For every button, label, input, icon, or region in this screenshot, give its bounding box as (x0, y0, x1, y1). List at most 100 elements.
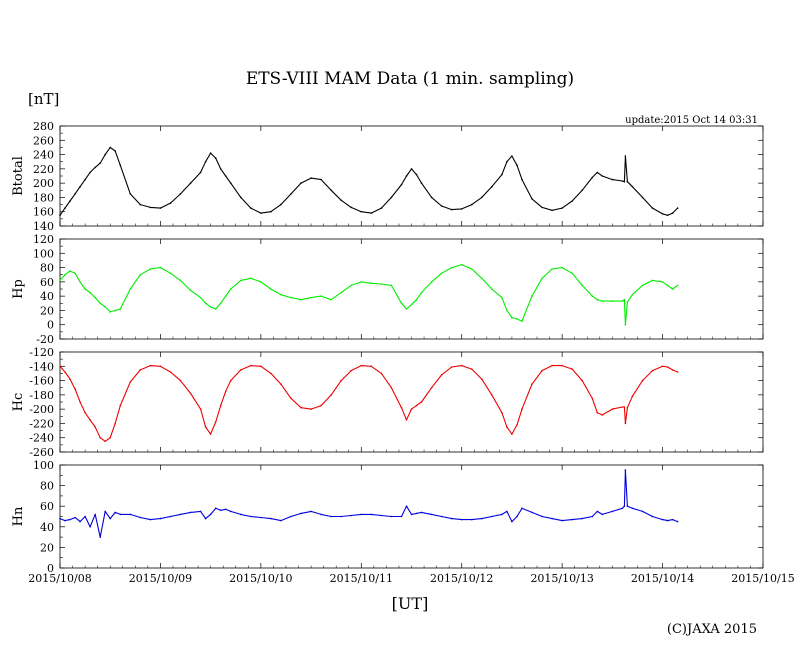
data-point (471, 268, 473, 270)
y-tick-label: 100 (33, 247, 54, 260)
data-point (400, 406, 403, 409)
data-point (114, 422, 116, 425)
data-point (250, 207, 252, 209)
data-point (64, 371, 66, 373)
data-point (516, 318, 518, 320)
data-point (189, 182, 192, 184)
data-point (491, 288, 493, 290)
data-point (450, 366, 453, 368)
data-point (114, 511, 116, 514)
data-point (521, 178, 523, 181)
data-point (531, 198, 533, 200)
data-point (330, 394, 333, 396)
data-point (330, 298, 333, 301)
data-point (581, 379, 583, 382)
data-point (591, 295, 594, 297)
x-tick-label: 2015/10/12 (430, 572, 493, 585)
data-point (229, 510, 232, 513)
data-point (74, 516, 76, 519)
data-point (99, 536, 101, 538)
panel-frame (59, 464, 764, 569)
data-point (581, 517, 583, 520)
y-axis-label: Hn (11, 506, 26, 526)
data-point (94, 296, 96, 299)
data-point (551, 268, 553, 270)
data-point (571, 272, 573, 275)
data-point (511, 155, 513, 157)
data-point (551, 517, 553, 520)
data-point (516, 515, 518, 518)
data-point (290, 296, 292, 299)
data-point (601, 513, 604, 516)
data-point (380, 207, 383, 209)
data-point (390, 284, 393, 287)
data-point (310, 510, 312, 513)
data-point (596, 411, 599, 414)
data-point (89, 291, 91, 294)
data-point (209, 152, 212, 154)
data-point (410, 513, 413, 516)
data-point (199, 408, 202, 410)
y-tick-label: 120 (33, 233, 54, 246)
data-point (471, 368, 473, 370)
data-point (189, 392, 192, 395)
data-point (114, 150, 116, 152)
data-point (59, 517, 61, 520)
data-point (214, 157, 217, 159)
data-point (240, 279, 242, 282)
data-point (169, 272, 172, 275)
data-point (676, 207, 679, 209)
data-point (119, 164, 122, 167)
data-point (440, 515, 443, 518)
data-point (531, 295, 533, 297)
data-point (601, 300, 604, 302)
y-tick-label: 80 (40, 480, 54, 493)
data-point (350, 514, 353, 517)
x-axis-label: [UT] (392, 594, 429, 613)
data-point (280, 383, 282, 385)
data-point (224, 508, 227, 511)
data-point (240, 369, 242, 371)
data-point (84, 515, 86, 518)
x-tick-label: 2015/10/10 (229, 572, 292, 585)
y-tick-label: 140 (33, 220, 54, 233)
data-point (501, 411, 503, 414)
data-point (109, 436, 111, 439)
data-point (676, 520, 679, 523)
data-point (651, 207, 654, 209)
data-point (390, 196, 393, 199)
data-point (310, 296, 312, 299)
data-point (521, 320, 523, 322)
data-point (209, 306, 212, 308)
data-point (340, 379, 343, 382)
data-point (430, 386, 433, 389)
data-point (596, 298, 599, 301)
data-point (460, 208, 463, 210)
data-point (79, 401, 81, 403)
x-tick-label: 2015/10/13 (530, 572, 593, 585)
y-tick-label: -220 (29, 417, 54, 430)
data-point (119, 404, 122, 407)
data-point (621, 300, 624, 302)
data-point (280, 203, 282, 206)
data-point (159, 207, 162, 209)
data-point (430, 196, 433, 199)
data-point (641, 196, 644, 199)
data-point (661, 213, 664, 215)
panel-hc: -260-240 -220-200-180-160 -140-120 Hc (11, 346, 764, 459)
data-point (69, 200, 71, 202)
data-point (189, 511, 192, 514)
data-point (506, 160, 508, 163)
data-point (99, 162, 101, 164)
data-point (621, 406, 624, 408)
data-point (471, 518, 473, 521)
data-point (626, 505, 629, 508)
data-point (169, 202, 172, 204)
data-point (551, 364, 553, 367)
y-tick-label: 40 (40, 290, 54, 303)
update-timestamp: update:2015 Oct 14 03:31 (625, 115, 758, 126)
series-line-hn (59, 469, 678, 538)
data-point (370, 513, 373, 516)
data-point (440, 205, 443, 207)
data-point (611, 510, 614, 513)
